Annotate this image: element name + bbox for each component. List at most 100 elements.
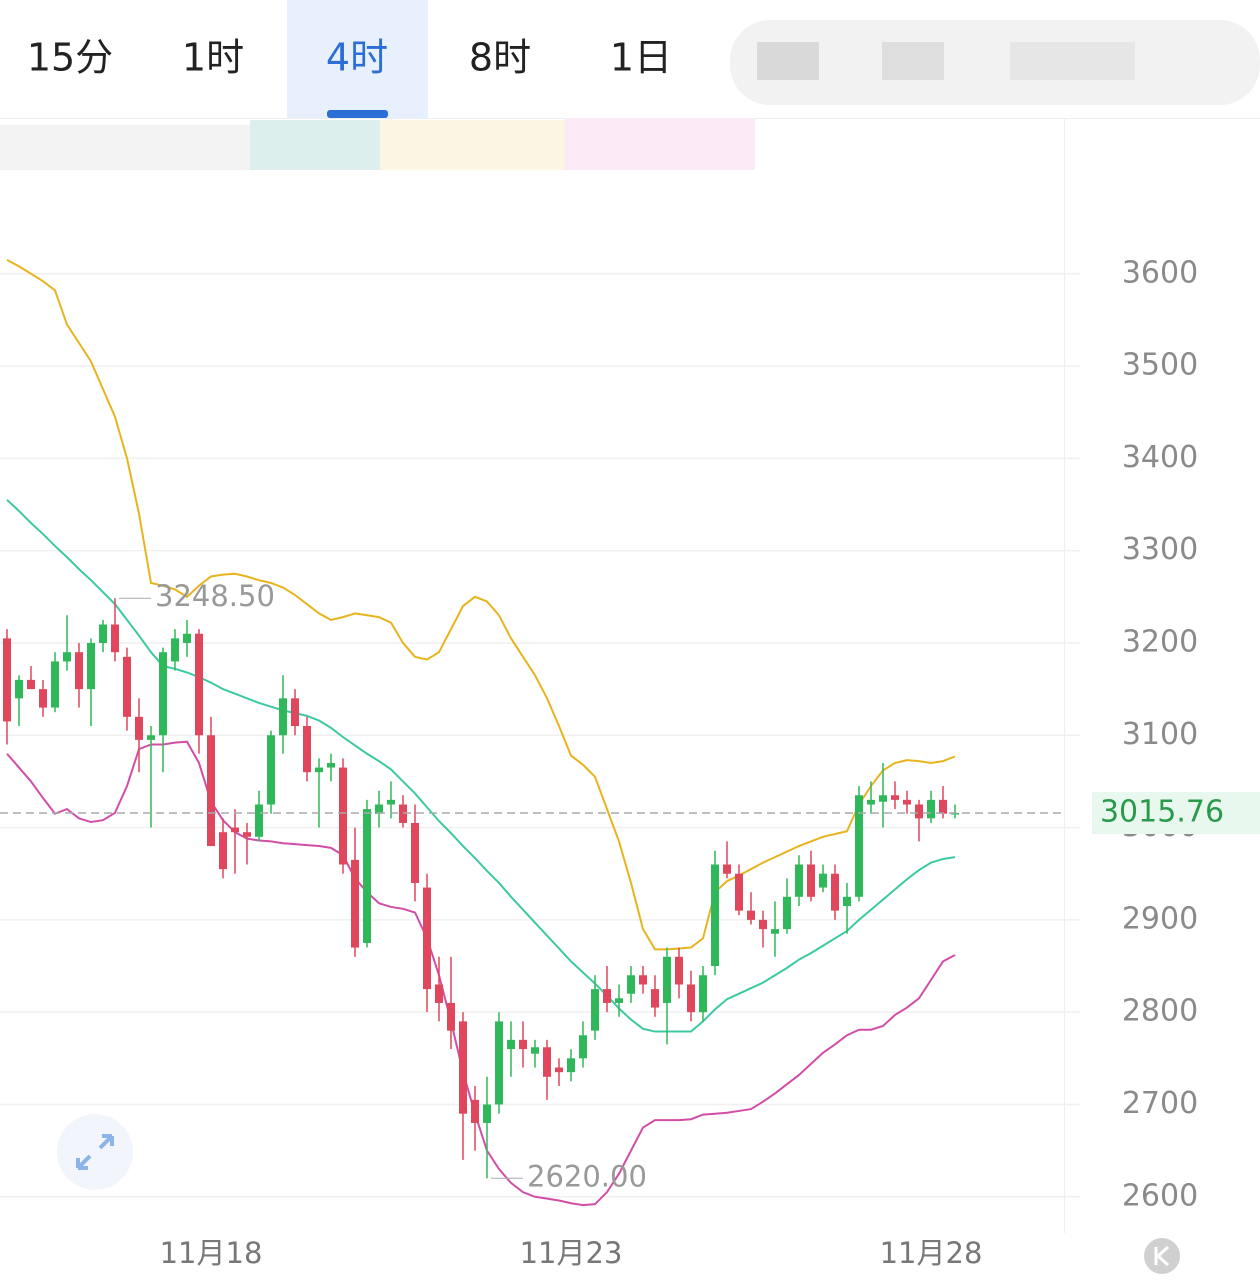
candle-body <box>327 762 335 768</box>
y-tick-label: 3200 <box>1122 624 1198 659</box>
candle-body <box>195 633 203 736</box>
candle-body <box>183 633 191 643</box>
candle-body <box>759 919 767 930</box>
candle-body <box>867 799 875 805</box>
tab[interactable]: 1日 <box>610 36 672 80</box>
candle-body <box>519 1039 527 1050</box>
candle-body <box>315 767 323 773</box>
blurred-area <box>0 125 250 170</box>
candle-body <box>267 735 275 805</box>
candle-body <box>675 956 683 985</box>
expand-icon <box>76 1134 114 1170</box>
tab[interactable]: 4时 <box>326 36 388 80</box>
y-tick-label: 2700 <box>1122 1086 1198 1121</box>
tab[interactable]: 8时 <box>469 36 531 80</box>
candle-body <box>687 984 695 1013</box>
candle-body <box>891 795 899 800</box>
candle-body <box>207 735 215 847</box>
divider <box>1064 118 1065 1233</box>
candle-body <box>591 989 599 1031</box>
candle-body <box>639 975 647 985</box>
max-label: 3248.50 <box>155 579 275 613</box>
k-icon <box>1154 1245 1170 1267</box>
candle-body <box>495 1021 503 1105</box>
tab[interactable]: 15分 <box>27 36 113 80</box>
candle-body <box>747 910 755 920</box>
x-tick-label: 11月23 <box>520 1236 623 1270</box>
candle-body <box>123 656 131 717</box>
candle-body <box>615 998 623 1003</box>
candle-body <box>279 698 287 736</box>
candle-body <box>411 822 419 883</box>
candle-body <box>879 795 887 802</box>
blurred-area <box>1010 42 1135 80</box>
candle-body <box>231 827 239 833</box>
candle-body <box>939 799 947 814</box>
candle-body <box>147 735 155 740</box>
y-tick-label: 3600 <box>1122 255 1198 290</box>
y-tick-label: 2600 <box>1122 1178 1198 1213</box>
candle-body <box>855 795 863 897</box>
candle-body <box>723 864 731 874</box>
last-price-box <box>1092 792 1260 835</box>
selected-tab-indicator <box>327 110 388 118</box>
candle-body <box>447 1002 455 1031</box>
candle-body <box>567 1058 575 1073</box>
candle-body <box>135 716 143 740</box>
y-tick-label: 3400 <box>1122 440 1198 475</box>
y-tick-label: 3500 <box>1122 348 1198 383</box>
candle-body <box>99 624 107 643</box>
band-line <box>6 499 956 1033</box>
blurred-area <box>730 20 1260 105</box>
candle-body <box>663 956 671 1003</box>
blurred-area <box>565 118 755 170</box>
blurred-area <box>250 120 380 170</box>
candle-body <box>627 975 635 994</box>
candle-body <box>699 975 707 1013</box>
candle-body <box>3 638 11 722</box>
candle-body <box>111 624 119 653</box>
candle-body <box>243 832 251 837</box>
candle-body <box>735 873 743 911</box>
candle-body <box>651 989 659 1008</box>
x-tick-label: 11月18 <box>160 1236 263 1270</box>
y-tick-label: 3100 <box>1122 717 1198 752</box>
candle-body <box>351 859 359 948</box>
candle-body <box>579 1035 587 1059</box>
y-tick-label: 2800 <box>1122 994 1198 1029</box>
candle-body <box>435 984 443 1003</box>
candle-body <box>171 638 179 662</box>
candle-body <box>39 689 47 708</box>
candle-body <box>603 989 611 1003</box>
candle-body <box>831 873 839 911</box>
candle-body <box>531 1047 539 1054</box>
candle-body <box>51 661 59 708</box>
candle-body <box>807 864 815 897</box>
candle-body <box>15 679 23 699</box>
candle-body <box>459 1021 467 1114</box>
candle-body <box>303 726 311 773</box>
candle-body <box>339 767 347 865</box>
candle-body <box>27 679 35 690</box>
band-line <box>6 259 956 951</box>
candle-body <box>927 799 935 819</box>
candle-body <box>75 652 83 690</box>
candle-body <box>915 804 923 819</box>
candle-body <box>387 799 395 805</box>
candle-body <box>795 864 803 897</box>
candle-body <box>903 799 911 805</box>
candle-body <box>483 1104 491 1123</box>
min-label: 2620.00 <box>527 1159 647 1193</box>
tab[interactable]: 1时 <box>182 36 244 80</box>
candle-body <box>555 1067 563 1073</box>
k-button[interactable] <box>1144 1238 1180 1274</box>
candle-body <box>543 1047 551 1077</box>
candle-body <box>423 887 431 990</box>
candle-body <box>63 652 71 662</box>
expand-button[interactable] <box>57 1114 133 1190</box>
x-tick-label: 11月28 <box>880 1236 983 1270</box>
candle-body <box>771 929 779 934</box>
candle-body <box>843 896 851 907</box>
